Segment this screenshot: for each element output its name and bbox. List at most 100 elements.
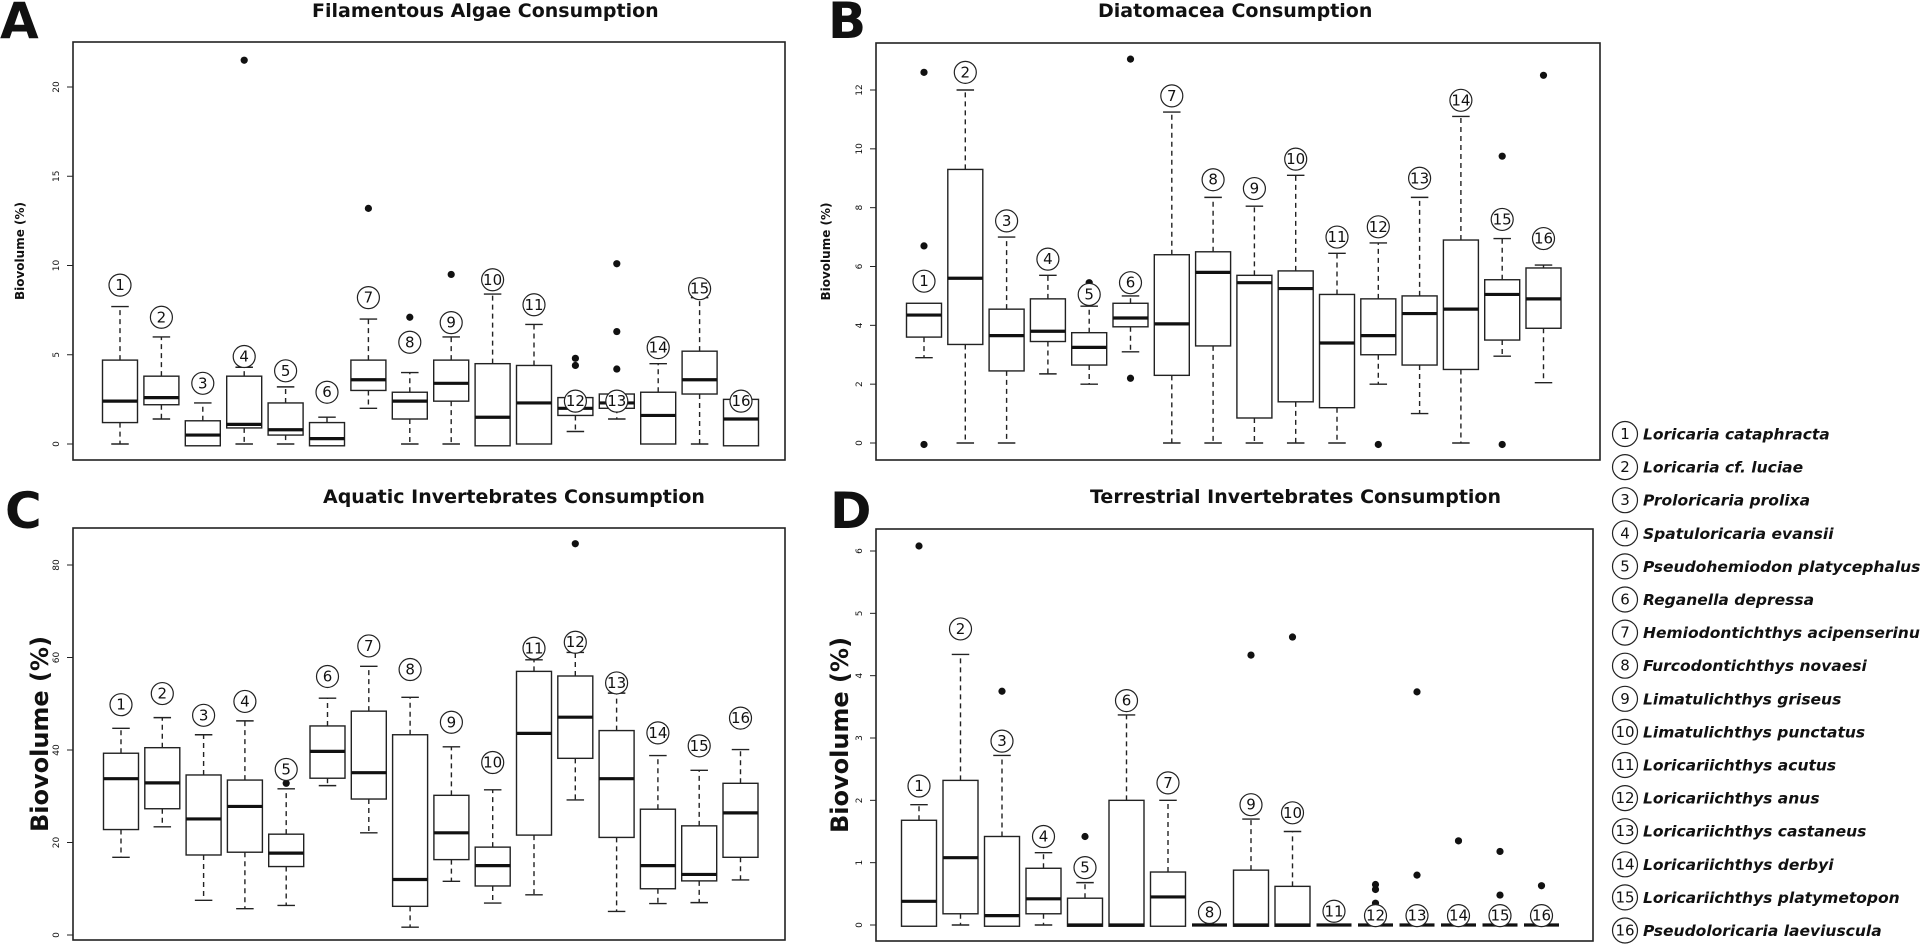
boxplot-5: 5: [1070, 279, 1108, 385]
legend-species-name: Pseudoloricaria laeviuscula: [1643, 922, 1882, 940]
species-number: 13: [1407, 907, 1426, 925]
iqr-box: [1194, 251, 1232, 347]
legend-number-circle: [1611, 851, 1639, 878]
boxplot-14: 14: [639, 721, 677, 905]
boxplot-6: 6: [1112, 55, 1149, 382]
outlier-point: [1126, 374, 1135, 382]
legend-item: 2 Loricaria cf. luciae: [1611, 454, 1803, 481]
species-number: 3: [997, 732, 1007, 750]
legend-number-circle: [1611, 520, 1639, 547]
legend-species-name: Furcodontichthys novaesi: [1643, 657, 1867, 675]
outlier-point: [1496, 891, 1504, 899]
iqr-box: [226, 779, 264, 853]
species-number-circle: [398, 330, 422, 354]
iqr-box: [1108, 799, 1145, 927]
y-axis-label: Biovolume (%): [26, 636, 54, 832]
iqr-box: [433, 794, 470, 861]
species-number-circle: [1118, 271, 1143, 295]
outlier-point: [613, 260, 621, 268]
boxplot-7: 7: [350, 204, 387, 409]
outlier-point: [1247, 651, 1255, 659]
y-tick-label: 1: [855, 860, 865, 866]
boxplot-1: 1: [101, 273, 139, 445]
species-number-circle: [233, 689, 257, 714]
species-number: 1: [914, 777, 924, 795]
species-number: 11: [524, 296, 543, 314]
species-number: 15: [690, 280, 709, 298]
boxplot-10: 10: [474, 268, 511, 447]
iqr-box: [350, 359, 387, 392]
iqr-box: [900, 819, 938, 927]
outlier-point: [1498, 152, 1506, 160]
panel-letter: D: [830, 482, 872, 540]
outlier-point: [240, 56, 248, 64]
boxplot-13: 13: [598, 671, 635, 913]
y-tick-label: 5: [52, 352, 62, 358]
outlier-point: [1288, 633, 1297, 641]
species-number-circle: [1446, 904, 1471, 928]
legend-number-circle: [1611, 454, 1639, 481]
species-number: 15: [1493, 210, 1512, 228]
species-number: 3: [198, 374, 208, 392]
species-number: 14: [1451, 91, 1470, 109]
species-number-circle: [1284, 147, 1308, 171]
iqr-box: [1483, 279, 1521, 341]
legend-species-name: Spatuloricaria evansii: [1643, 525, 1834, 543]
outlier-point: [998, 687, 1006, 695]
species-number: 16: [1532, 907, 1551, 925]
iqr-box: [905, 302, 943, 338]
species-number: 14: [649, 339, 668, 357]
boxplot-16: 16: [1525, 71, 1562, 384]
y-tick-label: 8: [855, 205, 865, 211]
y-tick-label: 0: [52, 441, 62, 447]
iqr-box: [1442, 239, 1480, 371]
iqr-box: [1025, 867, 1062, 915]
species-number-circle: [191, 371, 215, 395]
boxplot-4: 4: [1029, 247, 1067, 375]
iqr-box: [681, 825, 718, 882]
boxplot-16: 16: [722, 389, 760, 447]
panel-c: C Aquatic Invertebrates Consumption 0 20 40 6…: [5, 482, 786, 941]
legend-item: 1 Loricaria cataphracta: [1611, 420, 1830, 448]
species-number-circle: [912, 269, 936, 293]
y-tick-label: 4: [855, 322, 865, 328]
species-number-circle: [1077, 282, 1101, 307]
species-number: 8: [1205, 904, 1215, 922]
boxplot-13: 13: [1401, 166, 1438, 415]
species-number-circle: [1201, 168, 1225, 192]
boxplot-9: 9: [433, 710, 470, 883]
boxplot-15: 15: [1482, 847, 1518, 928]
iqr-box: [1318, 293, 1356, 409]
species-number-circle: [646, 721, 670, 745]
species-number: 13: [607, 674, 626, 692]
y-axis-label: Biovolume (%): [826, 637, 854, 833]
outlier-point: [1454, 837, 1463, 845]
species-number-circle: [1160, 84, 1184, 108]
boxplot-8: 8: [391, 313, 428, 445]
species-number-circle: [356, 286, 380, 310]
species-number: 12: [1366, 907, 1385, 925]
panel-letter: C: [5, 482, 42, 540]
boxplot-11: 11: [1318, 225, 1356, 444]
y-tick-label: 10: [52, 260, 62, 272]
species-number-circle: [522, 636, 546, 660]
y-tick-label: 2: [855, 381, 865, 387]
species-number: 16: [731, 392, 750, 410]
iqr-box: [947, 168, 984, 346]
boxplot-10: 10: [1277, 147, 1314, 444]
boxplot-8: 8: [1194, 168, 1232, 444]
species-number: 8: [1208, 171, 1218, 189]
iqr-box: [144, 746, 181, 810]
legend-item: 13 Loricariichthys castaneus: [1611, 818, 1866, 845]
iqr-box: [1277, 270, 1314, 403]
y-tick-label: 20: [52, 837, 62, 849]
boxplot-13: 13: [598, 260, 635, 420]
legend-number-circle: [1611, 619, 1639, 646]
boxplot-15: 15: [1483, 152, 1521, 449]
boxplot-2: 2: [942, 617, 979, 926]
species-number: 4: [1043, 250, 1053, 268]
species-number-circle: [522, 293, 546, 317]
species-number: 5: [1080, 859, 1090, 877]
species-number: 11: [1324, 902, 1343, 920]
boxplot-7: 7: [1149, 771, 1187, 927]
